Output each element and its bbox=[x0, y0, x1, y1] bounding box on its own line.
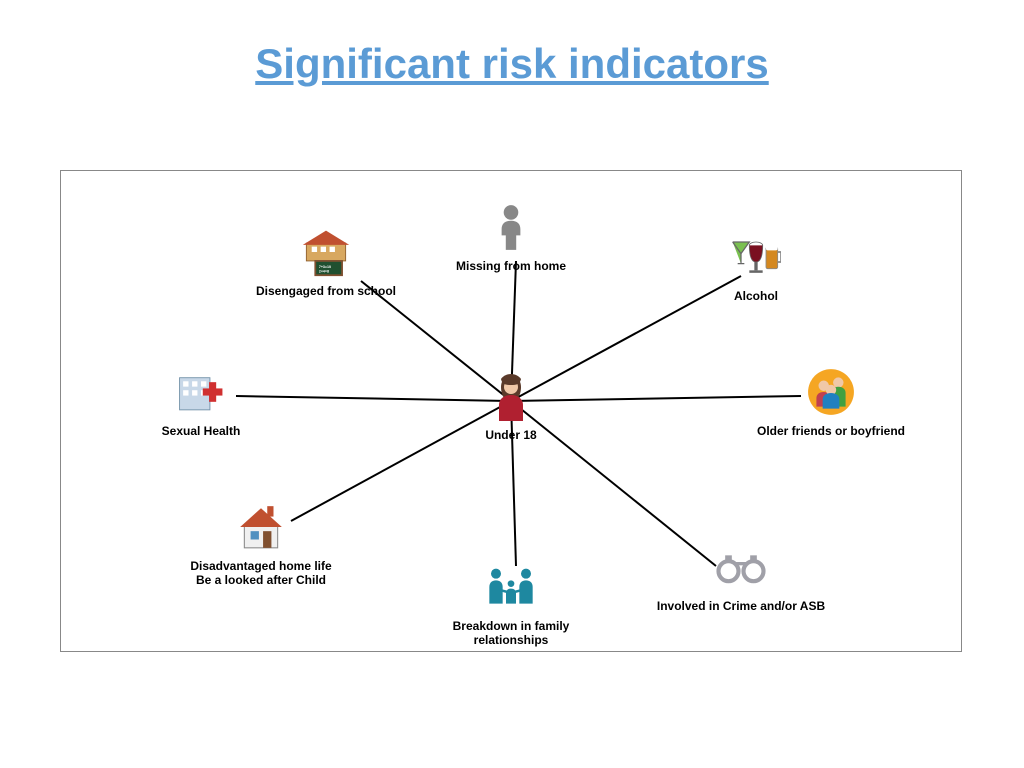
node-crime: Involved in Crime and/or ASB bbox=[651, 542, 831, 613]
svg-text:2×4=8: 2×4=8 bbox=[319, 270, 329, 274]
node-friends: Older friends or boyfriend bbox=[741, 367, 921, 438]
school-icon: 7+3=102×4=8 bbox=[236, 227, 416, 280]
node-label: Older friends or boyfriend bbox=[757, 424, 905, 438]
node-label: Alcohol bbox=[734, 289, 778, 303]
node-missing: Missing from home bbox=[421, 202, 601, 273]
group-icon bbox=[741, 367, 921, 420]
handcuffs-icon bbox=[651, 542, 831, 595]
svg-text:7+3=10: 7+3=10 bbox=[319, 265, 331, 269]
family-icon bbox=[421, 562, 601, 615]
node-alcohol: Alcohol bbox=[666, 232, 846, 303]
diagram-container: Under 18 Missing from home Alcohol Older fr… bbox=[60, 170, 962, 652]
hospital-icon bbox=[111, 367, 291, 420]
house-icon bbox=[171, 502, 351, 555]
node-label: Breakdown in family relationships bbox=[453, 619, 570, 647]
node-home: Disadvantaged home life Be a looked afte… bbox=[171, 502, 351, 588]
node-school: 7+3=102×4=8 Disengaged from school bbox=[236, 227, 416, 298]
node-family: Breakdown in family relationships bbox=[421, 562, 601, 648]
node-label: Missing from home bbox=[456, 259, 566, 273]
node-health: Sexual Health bbox=[111, 367, 291, 438]
node-label: Disadvantaged home life Be a looked afte… bbox=[190, 559, 331, 587]
node-label: Under 18 bbox=[485, 428, 536, 442]
page-title: Significant risk indicators bbox=[0, 0, 1024, 88]
node-label: Disengaged from school bbox=[256, 284, 396, 298]
node-label: Sexual Health bbox=[162, 424, 241, 438]
node-center: Under 18 bbox=[421, 373, 601, 442]
person-icon bbox=[421, 202, 601, 255]
drinks-icon bbox=[666, 232, 846, 285]
woman-icon bbox=[421, 373, 601, 424]
node-label: Involved in Crime and/or ASB bbox=[657, 599, 825, 613]
